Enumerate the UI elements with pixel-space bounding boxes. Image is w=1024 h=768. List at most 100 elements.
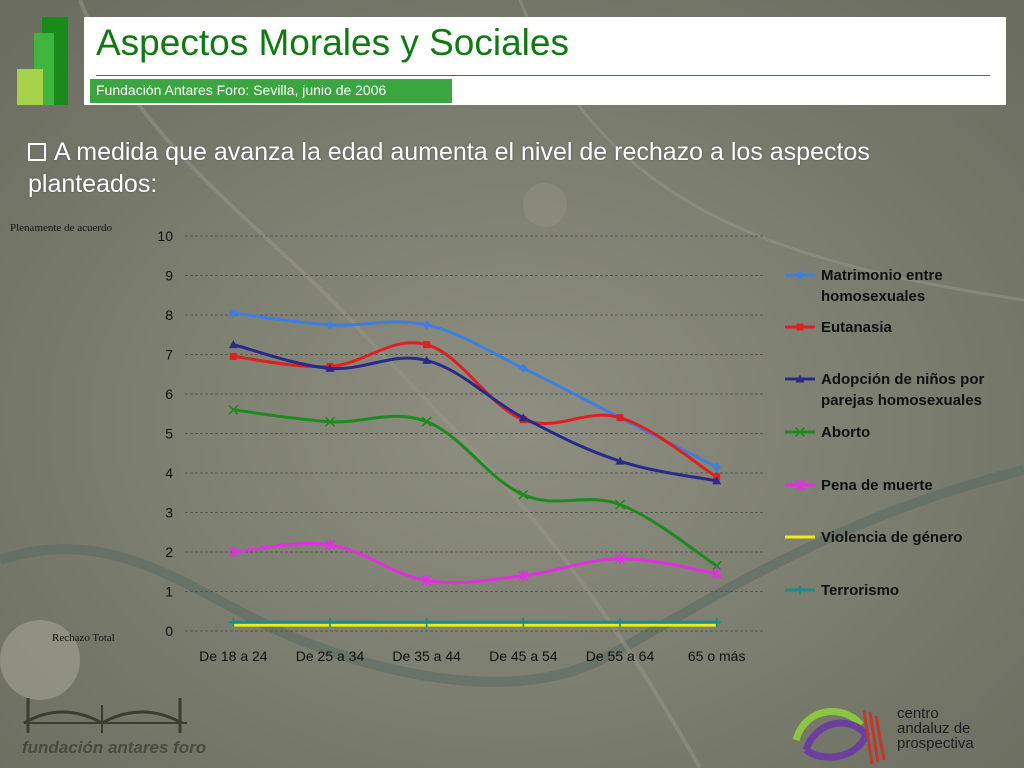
series-line [233, 311, 718, 469]
chart-legend: Matrimonio entre homosexuales Eutanasia Ado… [785, 267, 984, 599]
legend-label: parejas homosexuales [821, 392, 982, 409]
data-point-marker [325, 320, 335, 330]
data-point-marker [794, 479, 806, 491]
legend-item: Terrorismo [785, 582, 899, 599]
data-point-marker [324, 539, 336, 551]
data-point-marker [422, 320, 432, 330]
legend-label: Adopción de niños por [821, 371, 984, 388]
page-subtitle: Fundación Antares Foro: Sevilla, junio d… [96, 82, 387, 98]
legend-label: Pena de muerte [821, 477, 933, 494]
legend-item: Violencia de género [785, 529, 962, 546]
centro-brand-line: centro [897, 705, 939, 722]
data-point-marker [324, 416, 336, 427]
data-point-marker [712, 476, 722, 485]
data-point-marker [518, 489, 529, 500]
data-point-marker [228, 617, 238, 627]
data-point-marker [422, 355, 432, 364]
data-point-marker [615, 456, 625, 465]
data-point-marker [229, 352, 237, 360]
data-point-marker [711, 560, 722, 571]
data-point-marker [796, 323, 804, 331]
data-point-marker [422, 617, 432, 627]
legend-label: Eutanasia [821, 319, 893, 336]
x-tick-label: 65 o más [688, 648, 746, 664]
data-point-marker [518, 363, 528, 373]
y-tick-label: 5 [165, 426, 173, 442]
logo-bars [17, 17, 68, 105]
centro-brand: centro andaluz de prospectiva [897, 706, 1017, 751]
legend-label: Terrorismo [821, 582, 899, 599]
centro-andaluz-logo [792, 708, 886, 765]
data-point-marker [518, 570, 529, 582]
legend-item: Adopción de niños por parejas homosexuale… [785, 371, 984, 409]
y-tick-label: 9 [165, 268, 173, 284]
title-divider [96, 75, 990, 76]
legend-item: Eutanasia [785, 319, 893, 336]
top-scale-label: Plenamente de acuerdo [10, 222, 113, 234]
y-tick-label: 0 [165, 623, 173, 639]
bullet-point: A medida que avanza la edad aumenta el n… [28, 136, 948, 200]
data-point-marker [325, 617, 335, 627]
legend-item: Aborto [785, 424, 870, 441]
bridge-logo [23, 698, 187, 733]
data-point-marker [228, 546, 239, 558]
data-point-marker [614, 553, 626, 565]
legend-label: homosexuales [821, 288, 925, 305]
y-tick-label: 10 [157, 228, 173, 244]
series-line [233, 408, 718, 568]
series-aborto [228, 404, 722, 571]
legend-item: Matrimonio entre homosexuales [785, 267, 943, 305]
centro-brand-line: prospectiva [897, 735, 974, 752]
page-title: Aspectos Morales y Sociales [96, 22, 569, 63]
data-point-marker [421, 574, 432, 586]
foundation-brand: fundación antares foro [22, 738, 207, 757]
y-axis-ticks: 0 1 2 3 4 5 6 7 8 9 10 [157, 228, 173, 639]
data-point-marker [615, 617, 625, 627]
data-point-marker [325, 363, 335, 372]
data-point-marker [423, 341, 431, 349]
x-tick-label: De 18 a 24 [199, 648, 268, 664]
x-axis-ticks: De 18 a 24 De 25 a 34 De 35 a 44 De 45 a 54… [199, 648, 745, 664]
x-tick-label: De 25 a 34 [296, 648, 365, 664]
y-tick-label: 2 [165, 544, 173, 560]
x-tick-label: De 55 a 64 [586, 648, 655, 664]
y-tick-label: 3 [165, 505, 173, 521]
series-line [232, 343, 717, 483]
data-point-marker [228, 404, 239, 415]
x-tick-label: De 35 a 44 [392, 648, 461, 664]
series-terrorismo [228, 617, 722, 627]
bottom-scale-label: Rechazo Total [52, 632, 115, 644]
data-point-marker [712, 617, 722, 627]
data-point-marker [518, 413, 528, 422]
data-point-marker [711, 568, 722, 580]
data-point-marker [421, 416, 432, 427]
x-tick-label: De 45 a 54 [489, 648, 558, 664]
data-point-marker [795, 374, 805, 383]
y-tick-label: 6 [165, 386, 173, 402]
legend-label: Matrimonio entre [821, 267, 943, 284]
legend-label: Violencia de género [821, 529, 962, 546]
chart-series [228, 308, 722, 627]
data-point-marker [616, 414, 624, 422]
subtitle-background [90, 79, 452, 103]
legend-label: Aborto [821, 424, 870, 441]
data-point-marker [795, 585, 805, 595]
data-point-marker [228, 308, 238, 318]
y-tick-label: 8 [165, 307, 173, 323]
y-tick-label: 1 [165, 584, 173, 600]
chart-gridlines [185, 235, 765, 632]
checkbox-bullet-icon [28, 143, 46, 161]
data-point-marker [614, 499, 626, 510]
data-point-marker [518, 617, 528, 627]
bullet-text: A medida que avanza la edad aumenta el n… [28, 138, 870, 198]
y-tick-label: 7 [165, 347, 173, 363]
data-point-marker [794, 426, 806, 438]
series-matrimonio-entre-homosexuales [228, 308, 722, 472]
centro-brand-line: andaluz de [897, 720, 971, 737]
series-adopci-n-de-ni-os-por-parejas-homosexuales [228, 340, 722, 485]
data-point-marker [795, 270, 805, 280]
series-pena-de-muerte [228, 539, 722, 586]
data-point-marker [712, 462, 722, 472]
data-point-marker [228, 340, 238, 349]
